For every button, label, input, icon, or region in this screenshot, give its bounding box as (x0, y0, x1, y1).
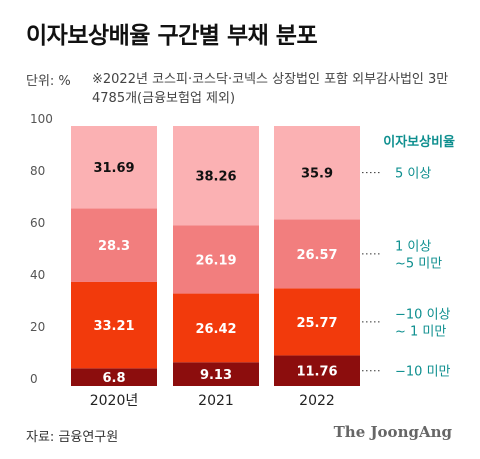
data-label: 33.21 (93, 319, 134, 334)
data-label: 6.8 (102, 371, 125, 386)
bar-segment (173, 126, 259, 226)
data-label: 26.19 (195, 254, 236, 269)
data-label: 11.76 (296, 365, 337, 380)
bar-segment (274, 219, 360, 289)
y-tick-label: 100 (30, 112, 53, 126)
brand-logo: The JoongAng (333, 423, 452, 441)
bar-segment (274, 288, 360, 356)
unit-label: 단위: % (26, 74, 71, 89)
legend-title: 이자보상비율 (383, 134, 455, 150)
bar-segment (71, 126, 157, 209)
bar-segment (274, 355, 360, 386)
series-label: −10 미만 (395, 365, 451, 380)
bar-segment (173, 293, 259, 363)
bar-segment (173, 362, 259, 386)
series-label: ~ 1 미만 (395, 324, 446, 339)
data-label: 25.77 (296, 316, 337, 331)
bar-segment (173, 225, 259, 294)
data-label: 9.13 (200, 368, 232, 383)
series-label: 5 이상 (395, 167, 431, 182)
y-tick-label: 60 (30, 216, 45, 230)
y-tick-label: 0 (30, 372, 38, 386)
x-tick-label: 2022 (299, 393, 335, 409)
chart-note: ※2022년 코스피·코스닥·코넥스 상장법인 포함 외부감사법인 3만4785… (92, 72, 449, 106)
x-tick-label: 2021 (198, 393, 234, 409)
series-label: 1 이상 (395, 239, 431, 254)
data-label: 26.57 (296, 248, 337, 263)
chart-title: 이자보상배율 구간별 부채 분포 (26, 23, 318, 49)
bar-segment (71, 368, 157, 386)
data-label: 35.9 (301, 167, 333, 182)
x-tick-label: 2020년 (90, 393, 139, 409)
data-label: 38.26 (195, 170, 236, 185)
data-label: 28.3 (98, 239, 130, 254)
data-label: 31.69 (93, 161, 134, 176)
data-label: 26.42 (195, 322, 236, 337)
y-tick-label: 80 (30, 164, 45, 178)
bar-segment (71, 281, 157, 369)
series-label: ~5 미만 (395, 256, 442, 271)
source-label: 자료: 금융연구원 (26, 430, 119, 445)
bar-segment (274, 126, 360, 220)
y-tick-label: 20 (30, 320, 45, 334)
series-label: −10 이상 (395, 307, 451, 322)
bar-segment (71, 208, 157, 282)
y-tick-label: 40 (30, 268, 45, 282)
